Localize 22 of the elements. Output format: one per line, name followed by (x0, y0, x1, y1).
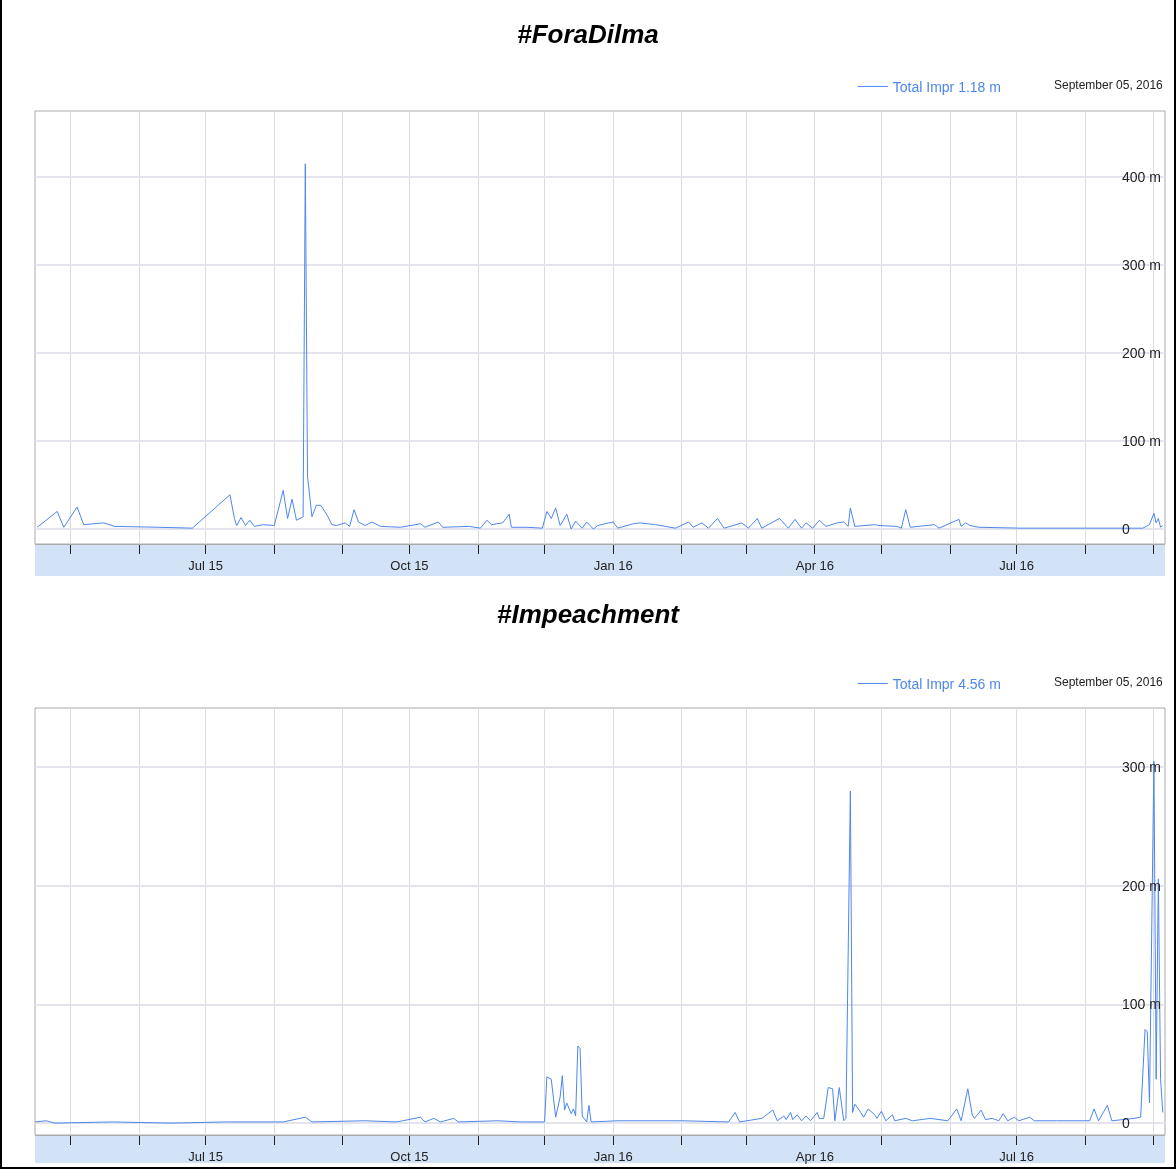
x-tick-label: Jul 15 (188, 557, 223, 573)
y-tick-label: 400 m (1122, 168, 1161, 185)
y-tick-label: 300 m (1122, 256, 1161, 273)
chart-title: #Impeachment (496, 599, 681, 630)
x-tick-label: Jul 16 (999, 557, 1034, 573)
text: September 05, 2016 (1054, 78, 1164, 92)
y-tick-label: 100 m (1122, 432, 1161, 449)
y-tick-label: 200 m (1122, 344, 1161, 361)
x-tick-label: Oct 15 (390, 557, 429, 573)
x-tick-label: Apr 16 (795, 557, 835, 573)
x-tick-label: Jan 16 (593, 557, 633, 573)
x-tick-label: Oct 15 (390, 1148, 429, 1164)
x-tick-label: Jul 16 (999, 1148, 1034, 1164)
x-tick-label: Apr 16 (795, 1148, 835, 1164)
legend-label: Total Impr 4.56 m (892, 675, 1001, 692)
legend-label: Total Impr 1.18 m (892, 78, 1001, 95)
y-tick-label: 0 (1122, 1115, 1130, 1132)
x-tick-label: Jul 15 (188, 1148, 223, 1164)
y-tick-label: 100 m (1122, 996, 1161, 1013)
chart-title: #ForaDilma (517, 19, 659, 50)
x-tick-label: Jan 16 (593, 1148, 633, 1164)
text: September 05, 2016 (1054, 675, 1164, 689)
